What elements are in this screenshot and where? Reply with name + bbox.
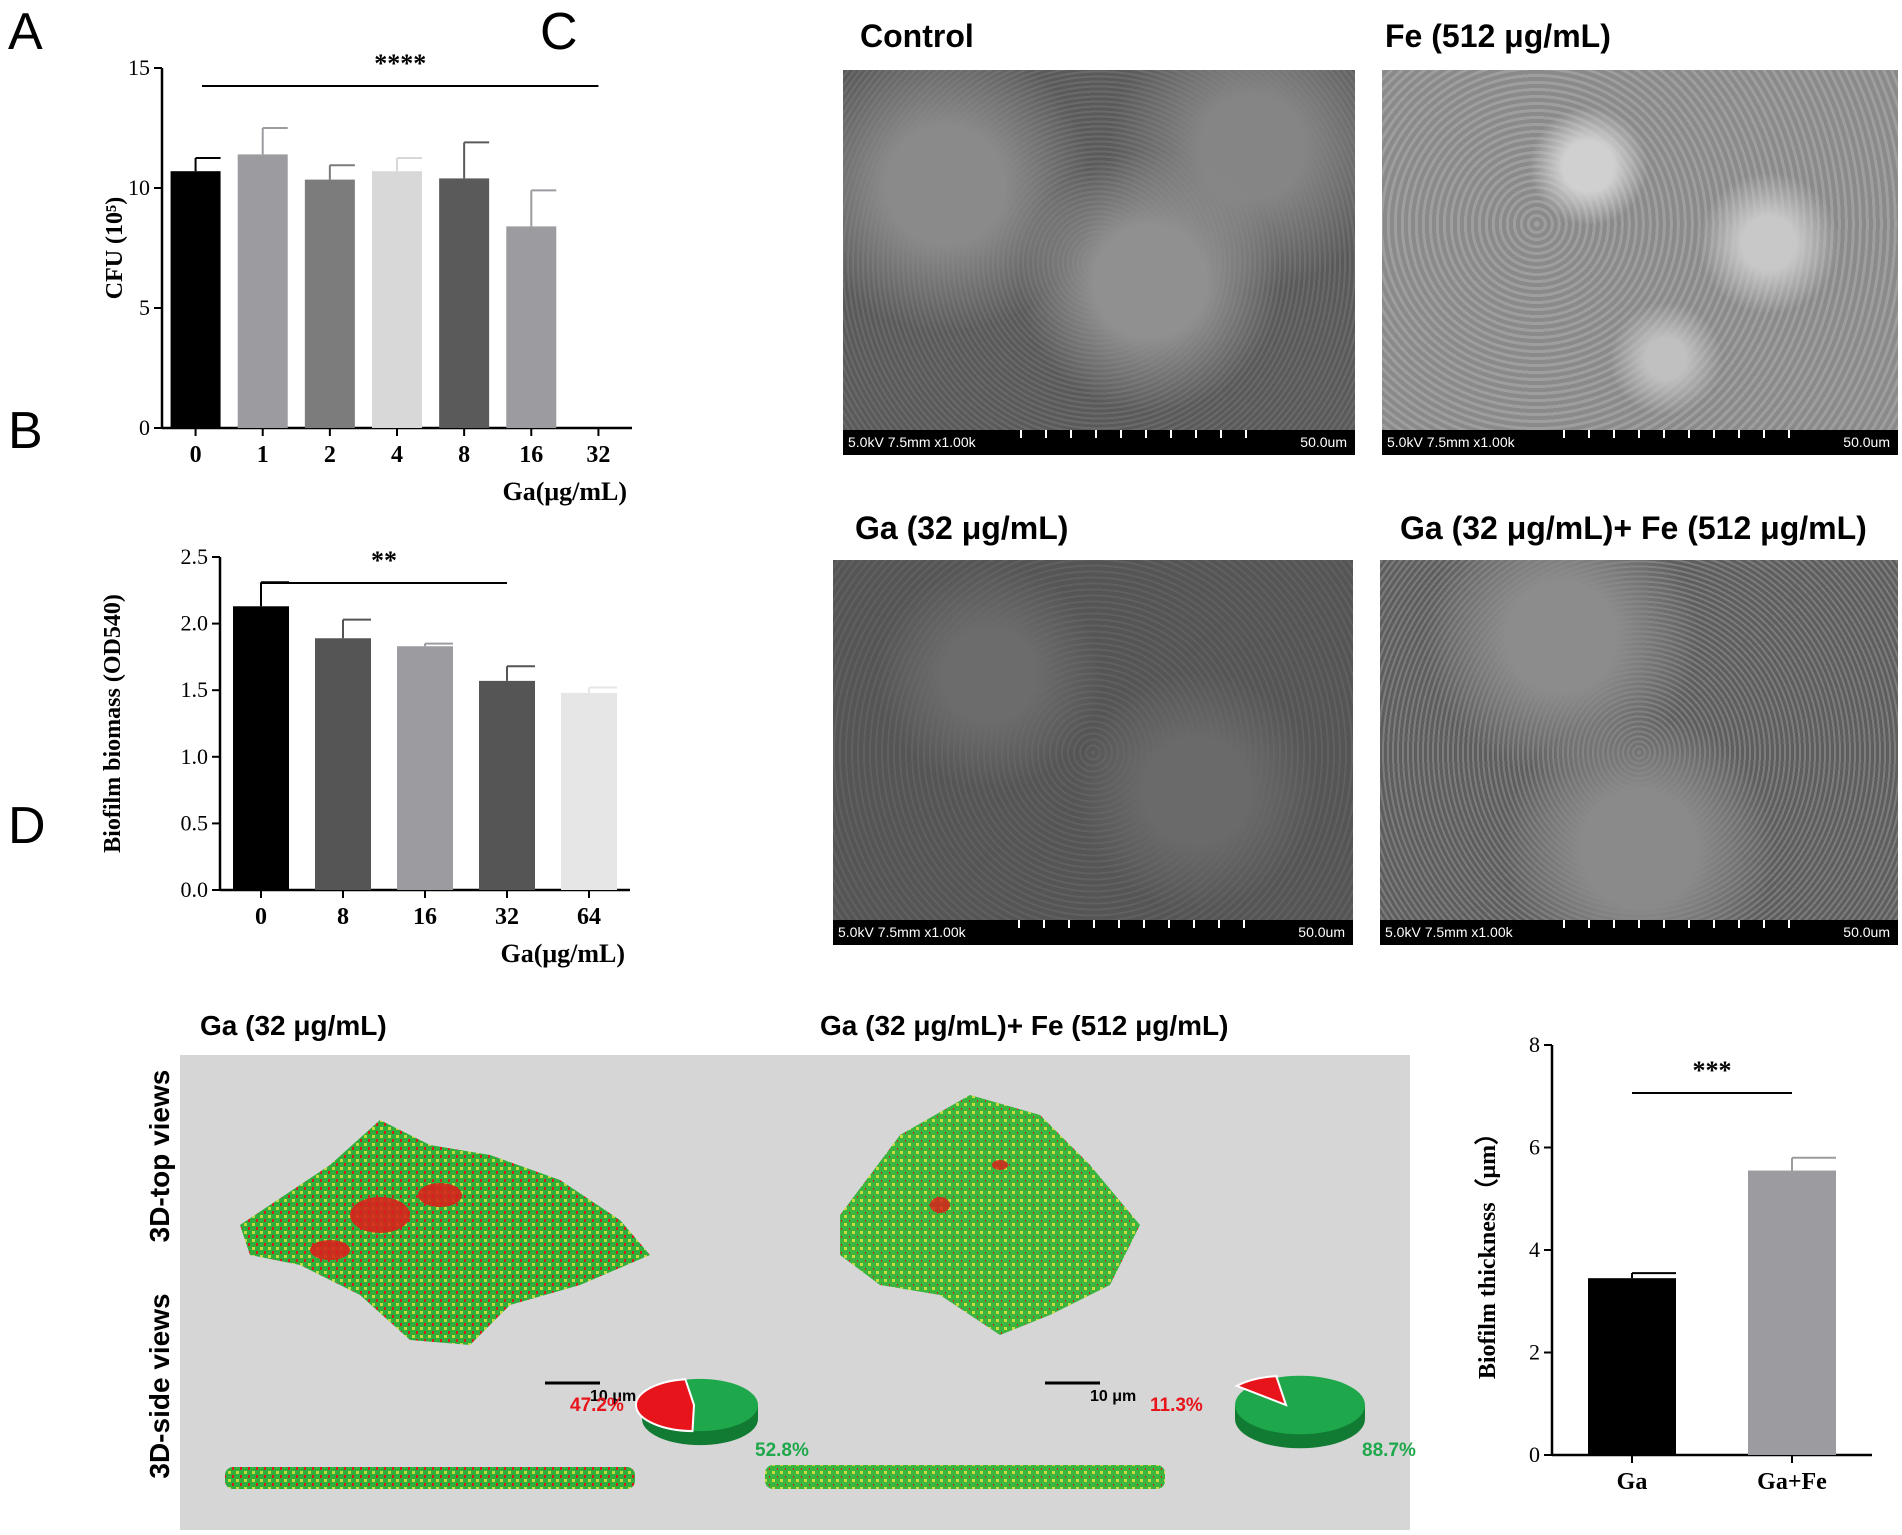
pie-right-red-label: 11.3%	[1150, 1395, 1203, 1416]
bar	[1588, 1278, 1676, 1455]
bar	[397, 646, 453, 890]
biofilm-3d-side-ga	[225, 1467, 635, 1489]
x-tick-label: 32	[586, 442, 610, 468]
y-tick-label: 1.0	[181, 744, 209, 769]
bar	[170, 171, 221, 428]
y-axis-label: Biofilm thickness（μm）	[1474, 1121, 1501, 1379]
x-tick-label: 1	[257, 442, 269, 468]
bar	[237, 154, 288, 428]
bar	[233, 606, 289, 890]
confocal-title-ga: Ga (32 μg/mL)	[200, 1010, 387, 1041]
bar	[1748, 1170, 1836, 1455]
significance-label: ***	[1693, 1056, 1732, 1085]
x-tick-label: Ga+Fe	[1757, 1469, 1827, 1495]
pie-left-red-slice	[635, 1378, 696, 1433]
confocal-panel	[180, 1055, 1410, 1530]
sem-scale-ticks	[1018, 920, 1268, 928]
red-cluster	[350, 1197, 410, 1233]
y-axis-label: Biofilm biomass (OD540)	[100, 594, 126, 853]
significance-label: ****	[374, 49, 426, 78]
pie-right-red-slice	[1234, 1375, 1288, 1407]
y-tick-label: 0	[1529, 1442, 1540, 1467]
y-tick-label: 6	[1529, 1135, 1540, 1160]
y-tick-label: 1.5	[181, 677, 209, 702]
bar	[304, 179, 355, 428]
y-tick-label: 5	[139, 295, 150, 320]
bar	[439, 178, 490, 428]
x-tick-label: 8	[458, 442, 470, 468]
sem-image-control: 5.0kV 7.5mm x1.00k 50.0um	[843, 70, 1355, 455]
x-tick-label: 4	[391, 442, 403, 468]
chart-a: 0 5 10 15 0 1 2 4 8 16 32 Ga(μg/mL) CFU (10⁵) ****	[102, 49, 632, 506]
chart-b: 0.0 0.5 1.0 1.5 2.0 2.5 0 8 16 32 64 Ga(μg/mL) Biofi…	[100, 544, 630, 968]
y-tick-label: 2	[1529, 1340, 1540, 1365]
confocal-renderings	[225, 1095, 1165, 1489]
sem-scale-ticks	[1563, 920, 1813, 928]
significance-label: **	[371, 546, 397, 575]
sem-scale: 50.0um	[1298, 924, 1345, 940]
y-tick-label: 0.0	[181, 877, 209, 902]
sem-scale: 50.0um	[1843, 924, 1890, 940]
y-tick-label: 10	[128, 175, 150, 200]
pie-left-green-label: 52.8%	[755, 1440, 809, 1461]
scale-label-left: 10 μm	[590, 1388, 637, 1405]
sem-scale: 50.0um	[1843, 434, 1890, 450]
pie-right-green-label: 88.7%	[1362, 1440, 1416, 1461]
sem-info: 5.0kV 7.5mm x1.00k	[848, 434, 976, 450]
y-tick-label: 15	[128, 55, 150, 80]
x-tick-label: 0	[255, 904, 267, 930]
x-tick-label: 64	[577, 904, 601, 930]
y-tick-label: 2.0	[181, 611, 209, 636]
panel-label-d: D	[8, 797, 46, 855]
x-axis-label: Ga(μg/mL)	[502, 477, 627, 506]
confocal-title-ga-fe: Ga (32 μg/mL)+ Fe (512 μg/mL)	[820, 1010, 1229, 1041]
red-cluster	[992, 1160, 1008, 1170]
sem-image-fe: 5.0kV 7.5mm x1.00k 50.0um	[1382, 70, 1898, 455]
x-tick-label: Ga	[1617, 1469, 1648, 1495]
x-tick-label: 16	[519, 442, 543, 468]
sem-image-ga-fe: 5.0kV 7.5mm x1.00k 50.0um	[1380, 560, 1898, 945]
red-cluster	[310, 1240, 350, 1260]
sem-info: 5.0kV 7.5mm x1.00k	[838, 924, 966, 940]
x-tick-label: 2	[324, 442, 336, 468]
y-axis-label: CFU (10⁵)	[102, 197, 128, 300]
sem-title-ga: Ga (32 μg/mL)	[855, 510, 1069, 546]
panel-label-a: A	[8, 3, 43, 61]
x-axis-label: Ga(μg/mL)	[500, 939, 625, 968]
biofilm-3d-side-ga-fe	[765, 1465, 1165, 1489]
x-tick-label: 0	[190, 442, 202, 468]
bar	[561, 692, 617, 890]
bar	[479, 680, 535, 890]
sem-scale-ticks	[1020, 430, 1270, 438]
scale-label-right: 10 μm	[1090, 1388, 1137, 1405]
sem-title-fe: Fe (512 μg/mL)	[1385, 18, 1611, 54]
bar	[372, 171, 422, 428]
y-tick-label: 2.5	[181, 544, 209, 569]
sem-image-ga: 5.0kV 7.5mm x1.00k 50.0um	[833, 560, 1353, 945]
sem-title-control: Control	[860, 18, 974, 54]
sem-scale: 50.0um	[1300, 434, 1347, 450]
bar	[315, 638, 371, 890]
sem-title-ga-fe: Ga (32 μg/mL)+ Fe (512 μg/mL)	[1400, 510, 1867, 546]
x-tick-label: 32	[495, 904, 519, 930]
sem-info: 5.0kV 7.5mm x1.00k	[1387, 434, 1515, 450]
y-tick-label: 0.5	[181, 810, 209, 835]
y-tick-label: 0	[139, 415, 150, 440]
panel-label-b: B	[8, 402, 43, 460]
y-tick-label: 8	[1529, 1032, 1540, 1057]
sem-info: 5.0kV 7.5mm x1.00k	[1385, 924, 1513, 940]
bar	[506, 226, 557, 428]
red-cluster	[418, 1183, 462, 1207]
x-tick-label: 16	[413, 904, 437, 930]
panel-label-c: C	[540, 3, 578, 61]
sem-scale-ticks	[1563, 430, 1813, 438]
biofilm-3d-top-ga-fe	[840, 1095, 1140, 1335]
red-cluster	[930, 1197, 950, 1213]
biofilm-3d-top-ga	[240, 1120, 650, 1345]
x-tick-label: 8	[337, 904, 349, 930]
pie-left-red-label: 47.2%	[570, 1395, 624, 1416]
y-tick-label: 4	[1529, 1237, 1540, 1262]
